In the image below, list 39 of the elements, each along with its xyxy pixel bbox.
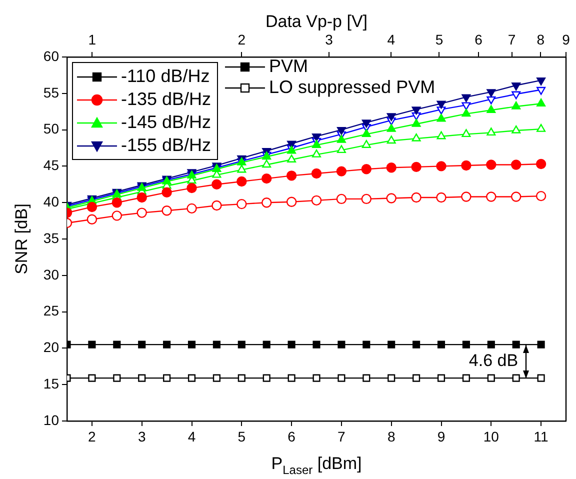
x2-tick-label: 2 — [238, 31, 246, 48]
x-tick-label: 3 — [138, 428, 146, 444]
legend-label: -110 dB/Hz — [121, 65, 210, 88]
legend-label: -135 dB/Hz — [121, 88, 212, 111]
x2-tick-label: 9 — [562, 31, 570, 48]
x2-tick-label: 7 — [508, 31, 516, 48]
x2-tick-label: 3 — [325, 31, 334, 48]
y-tick-label: 40 — [43, 193, 60, 210]
x2-tick-label: 1 — [88, 31, 96, 48]
y-tick-label: 15 — [43, 375, 60, 392]
y-tick-label: 10 — [43, 412, 60, 428]
y-tick-label: 25 — [43, 302, 60, 319]
y-tick-label: 30 — [43, 266, 60, 282]
x2-tick-label: 4 — [387, 31, 396, 48]
x-tick-label: 6 — [288, 428, 296, 444]
y-tick-label: 35 — [43, 230, 60, 246]
y-tick-label: 60 — [43, 48, 60, 64]
x-tick-label: 8 — [387, 428, 396, 444]
annotation: PVM — [269, 56, 308, 77]
x2-tick-label: 5 — [435, 31, 444, 48]
y-tick-label: 20 — [43, 339, 60, 356]
annotation: LO suppressed PVM — [269, 77, 436, 98]
y-tick-label: 45 — [43, 157, 60, 174]
y-tick-label: 50 — [43, 120, 60, 137]
x2-tick-label: 6 — [474, 31, 483, 48]
x2-tick-label: 8 — [536, 31, 545, 48]
legend-label: -145 dB/Hz — [121, 111, 212, 134]
x-tick-label: 10 — [483, 428, 500, 444]
x-tick-label: 11 — [534, 428, 549, 444]
legend-label: -155 dB/Hz — [121, 134, 212, 157]
x-tick-label: 5 — [238, 428, 246, 444]
y-axis-title: SNR [dB] — [12, 204, 31, 274]
y-tick-label: 55 — [43, 84, 60, 100]
x2-axis-title: Data Vp-p [V] — [265, 12, 368, 31]
x-tick-label: 4 — [188, 428, 196, 444]
x-tick-label: 2 — [88, 428, 96, 444]
annotation: 4.6 dB — [468, 350, 518, 370]
x-tick-label: 7 — [338, 428, 346, 444]
x-tick-label: 9 — [437, 428, 446, 444]
